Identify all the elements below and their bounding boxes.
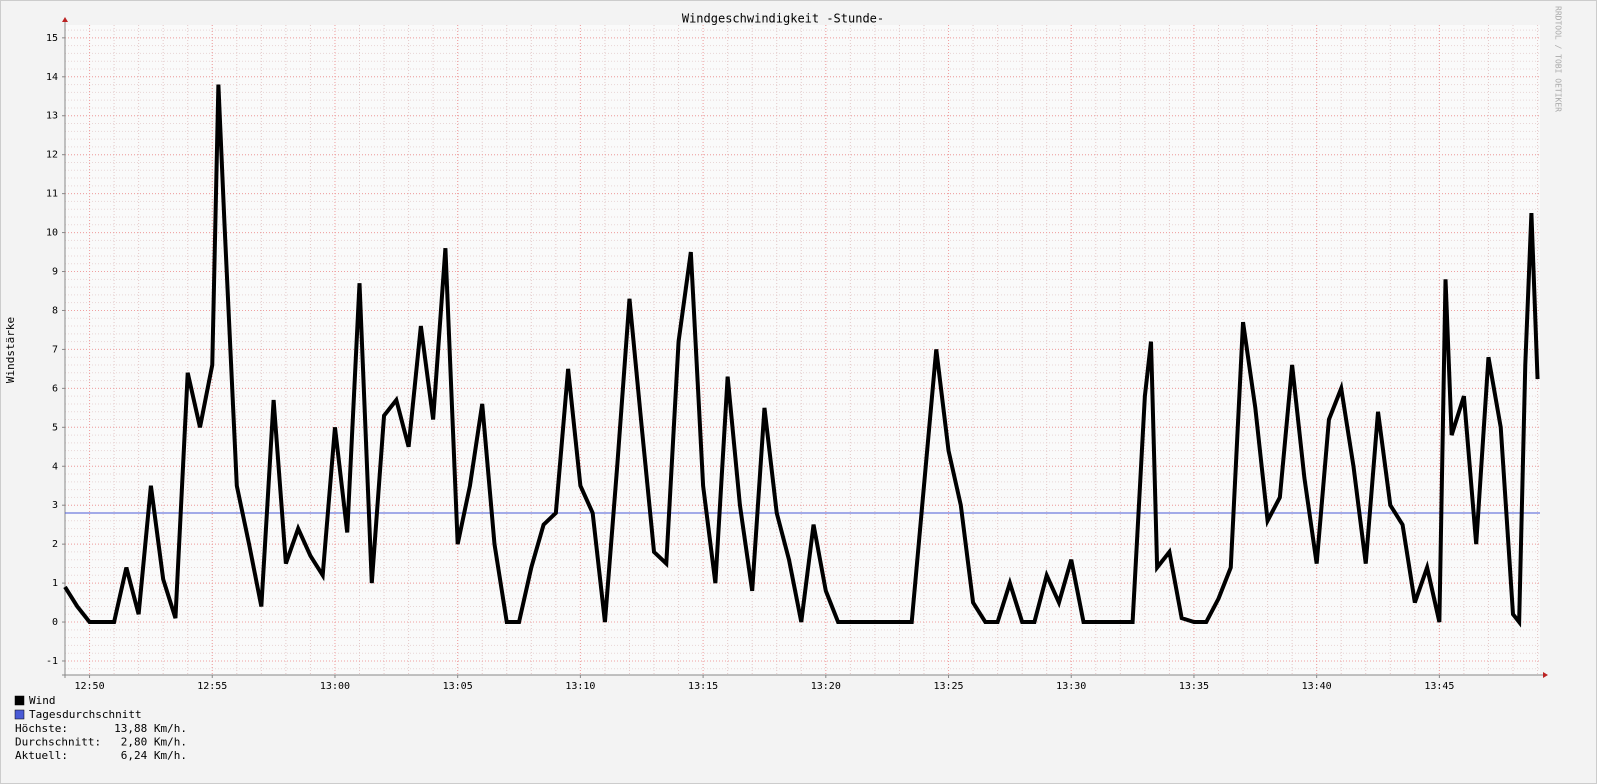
stat-label: Durchschnitt: — [15, 736, 101, 749]
chart-title: Windgeschwindigkeit -Stunde- — [682, 12, 884, 26]
stat-label: Höchste: — [15, 722, 68, 735]
x-tick-label: 13:15 — [688, 681, 718, 692]
stat-value: 13,88 Km/h. — [114, 722, 187, 735]
stat-label: Aktuell: — [15, 749, 68, 762]
wind-line — [63, 84, 1540, 628]
x-tick-label: 13:25 — [933, 681, 963, 692]
axis-arrow — [1543, 672, 1548, 678]
x-tick-label: 12:55 — [197, 681, 227, 692]
stat-value: 2,80 Km/h. — [121, 736, 187, 749]
x-tick-label: 13:35 — [1179, 681, 1209, 692]
y-tick-label: 4 — [52, 461, 58, 472]
x-tick-label: 13:00 — [320, 681, 350, 692]
watermark: RRDTOOL / TOBI OETIKER — [1554, 6, 1563, 112]
x-tick-label: 12:50 — [74, 681, 104, 692]
x-tick-label: 13:20 — [811, 681, 841, 692]
legend-label: Wind — [29, 694, 56, 707]
x-tick-label: 13:45 — [1424, 681, 1454, 692]
y-tick-label: 14 — [46, 72, 58, 83]
x-tick-label: 13:05 — [443, 681, 473, 692]
y-tick-label: 5 — [52, 422, 58, 433]
y-tick-label: 9 — [52, 267, 58, 278]
legend-label: Tagesdurchschnitt — [29, 708, 142, 721]
y-tick-label: 1 — [52, 578, 58, 589]
stat-value: 6,24 Km/h. — [121, 749, 187, 762]
y-tick-label: 13 — [46, 111, 58, 122]
y-tick-label: 8 — [52, 305, 58, 316]
y-axis-label: Windstärke — [4, 317, 17, 383]
y-tick-label: 0 — [52, 617, 58, 628]
y-tick-label: 12 — [46, 150, 58, 161]
x-tick-label: 13:40 — [1302, 681, 1332, 692]
y-tick-label: 11 — [46, 189, 58, 200]
y-tick-label: -1 — [46, 656, 58, 667]
y-tick-label: 3 — [52, 500, 58, 511]
legend-swatch — [14, 695, 25, 706]
y-tick-label: 2 — [52, 539, 58, 550]
legend-swatch — [14, 709, 25, 720]
axis-arrow — [62, 17, 68, 22]
x-tick-label: 13:30 — [1056, 681, 1086, 692]
y-tick-label: 7 — [52, 344, 58, 355]
y-tick-label: 6 — [52, 383, 58, 394]
y-tick-label: 15 — [46, 33, 58, 44]
y-tick-label: 10 — [46, 228, 58, 239]
x-tick-label: 13:10 — [565, 681, 595, 692]
